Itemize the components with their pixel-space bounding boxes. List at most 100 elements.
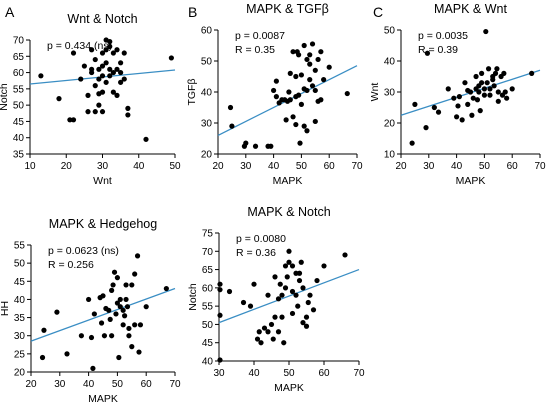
- data-point: [132, 271, 138, 277]
- data-point: [117, 304, 123, 310]
- data-point: [303, 314, 310, 320]
- data-point: [481, 86, 487, 92]
- y-tick-label: 40: [13, 133, 25, 144]
- data-point: [120, 322, 126, 328]
- data-point: [494, 66, 500, 72]
- data-point: [296, 52, 302, 58]
- y-tick-label: 50: [13, 101, 25, 112]
- data-point: [125, 105, 131, 111]
- data-point: [92, 56, 98, 63]
- data-point: [101, 333, 108, 339]
- y-axis-label: Notch: [187, 283, 199, 311]
- data-point: [304, 87, 310, 94]
- data-point: [89, 47, 95, 53]
- data-point: [226, 288, 233, 295]
- x-tick-label: 30: [423, 161, 435, 172]
- data-point: [123, 282, 129, 288]
- data-point: [487, 92, 493, 98]
- data-point: [110, 89, 116, 95]
- data-point: [495, 98, 501, 104]
- data-point: [310, 307, 317, 313]
- y-tick-label: 30: [384, 88, 396, 99]
- data-point: [56, 96, 62, 102]
- data-point: [301, 123, 307, 129]
- data-point: [279, 314, 285, 320]
- data-point: [217, 287, 223, 293]
- data-point: [307, 52, 313, 58]
- y-tick-label: 50: [384, 26, 396, 37]
- data-point: [318, 49, 324, 55]
- data-point: [273, 94, 279, 100]
- y-tick-label: 45: [13, 117, 25, 128]
- y-tick-label: 20: [14, 368, 26, 379]
- data-point: [163, 285, 169, 292]
- data-point: [121, 76, 127, 82]
- data-point: [107, 73, 113, 79]
- y-tick-label: 10: [384, 150, 396, 161]
- data-point: [78, 333, 84, 339]
- data-point: [227, 104, 234, 111]
- panel-title: MAPK & Notch: [247, 205, 330, 219]
- data-point: [265, 292, 271, 298]
- data-point: [501, 70, 507, 76]
- data-point: [85, 109, 91, 115]
- data-point: [229, 123, 235, 129]
- data-point: [136, 349, 142, 355]
- regression-line: [30, 287, 176, 342]
- data-point: [309, 41, 316, 47]
- data-point: [78, 76, 84, 82]
- data-point: [287, 97, 293, 103]
- data-point: [217, 357, 223, 363]
- y-tick-label: 40: [14, 295, 26, 306]
- x-tick-label: 30: [213, 368, 225, 379]
- data-point: [273, 78, 279, 84]
- data-point: [481, 92, 487, 98]
- data-point: [502, 89, 508, 95]
- data-point: [92, 109, 98, 115]
- data-point: [92, 83, 98, 89]
- data-point: [114, 275, 120, 281]
- y-tick-label: 50: [202, 320, 214, 331]
- y-tick-label: 60: [202, 283, 214, 294]
- y-tick-label: 20: [384, 119, 396, 130]
- y-axis-label: HH: [0, 301, 11, 316]
- data-point: [110, 50, 116, 56]
- data-point: [89, 66, 95, 72]
- data-point: [477, 108, 483, 114]
- data-point: [129, 282, 135, 288]
- data-point: [287, 70, 293, 76]
- y-tick-label: 20: [201, 150, 213, 161]
- data-point: [455, 103, 461, 109]
- data-point: [284, 274, 290, 280]
- data-point: [99, 50, 106, 56]
- x-tick-label: 70: [353, 368, 365, 379]
- y-tick-label: 25: [14, 349, 26, 360]
- y-tick-label: 70: [13, 36, 25, 47]
- data-point: [342, 252, 348, 258]
- data-point: [125, 112, 131, 118]
- data-point: [134, 253, 141, 259]
- data-point: [297, 140, 303, 146]
- data-point: [424, 50, 431, 56]
- data-point: [268, 321, 275, 328]
- data-point: [117, 296, 123, 303]
- data-point: [476, 89, 482, 95]
- data-point: [109, 333, 115, 339]
- data-point: [137, 322, 144, 328]
- data-point: [454, 114, 460, 120]
- data-point: [217, 281, 223, 287]
- data-point: [312, 87, 318, 94]
- data-point: [298, 72, 304, 78]
- data-point: [479, 70, 485, 76]
- data-point: [275, 329, 282, 335]
- data-point: [247, 303, 254, 309]
- data-point: [465, 101, 471, 107]
- data-point: [265, 329, 271, 335]
- panel-letter: A: [5, 4, 15, 20]
- data-point: [96, 76, 102, 82]
- y-tick-label: 30: [201, 119, 213, 130]
- data-point: [509, 86, 515, 92]
- data-point: [326, 64, 332, 70]
- data-point: [67, 117, 73, 123]
- data-point: [114, 92, 120, 98]
